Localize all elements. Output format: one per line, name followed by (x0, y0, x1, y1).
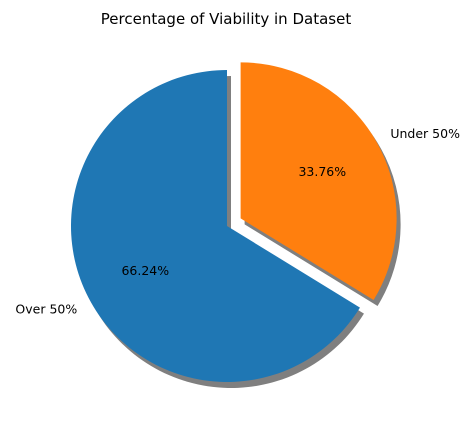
pie-slice-under-50 (240, 62, 397, 300)
slice-label-over-50: Over 50% (15, 301, 77, 316)
slice-labels: Over 50% 66.24% Under 50% 33.76% (15, 126, 460, 316)
chart-title: Percentage of Viability in Dataset (101, 10, 352, 28)
slice-percent-under-50: 33.76% (298, 164, 346, 179)
slice-percent-over-50: 66.24% (121, 263, 169, 278)
slice-label-under-50: Under 50% (390, 126, 460, 141)
pie-slice-over-50 (70, 70, 360, 382)
pie-slices (70, 62, 397, 382)
